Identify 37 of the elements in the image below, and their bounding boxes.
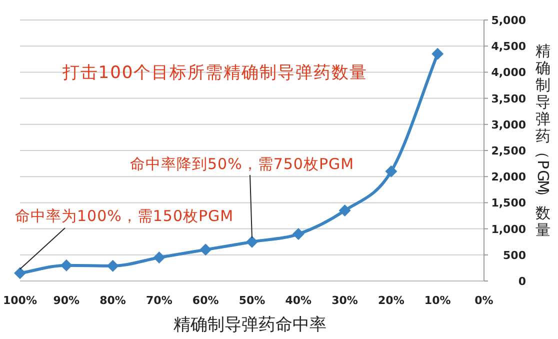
y-tick-label: 4,000 [491, 66, 526, 80]
point [432, 48, 444, 60]
y-tick-label: 5,000 [491, 14, 526, 27]
x-axis-title: 精确制导弹药命中率 [174, 315, 326, 335]
y-tick-label: 0 [518, 275, 526, 288]
y-tick-label: 1,000 [491, 222, 526, 236]
point [246, 236, 258, 248]
y-tick-label: 1,500 [491, 196, 526, 210]
point [106, 260, 119, 272]
x-tick-label: 50% [238, 294, 266, 307]
x-tick-label: 70% [146, 294, 172, 307]
x-tick-label: 80% [100, 294, 126, 307]
y-tick-label: 2,500 [491, 144, 526, 158]
x-tick-label: 40% [285, 294, 312, 307]
y-tick-label: 500 [503, 248, 526, 262]
text: 打击100个目标所需精确制导弹药数量 [61, 63, 368, 83]
y-tick-label: 3,500 [491, 92, 526, 106]
point [14, 267, 26, 280]
x-tick-label: 10% [424, 294, 451, 307]
point [385, 165, 398, 178]
x-tick-label: 20% [378, 294, 404, 307]
y-tick-label: 4,500 [491, 40, 526, 54]
x-tick-label: 100% [3, 294, 37, 307]
point [153, 252, 166, 264]
annotation: 命中率为100%，需150枚PGM [15, 207, 234, 225]
x-tick-label: 90% [53, 294, 80, 307]
x-tick-label: 30% [332, 294, 358, 307]
y-tick-label: 2,000 [491, 170, 526, 184]
point [292, 228, 304, 240]
annotation: 命中率降到50%，需750枚PGM [130, 155, 354, 173]
point [60, 259, 72, 272]
x-tick-label: 60% [192, 294, 219, 307]
x-tick-label: 0% [474, 294, 494, 307]
y-tick-label: 3,000 [491, 118, 526, 132]
point [200, 244, 212, 256]
point [338, 204, 351, 217]
text: 精确制导弹药（PGM）数量 [534, 42, 552, 239]
